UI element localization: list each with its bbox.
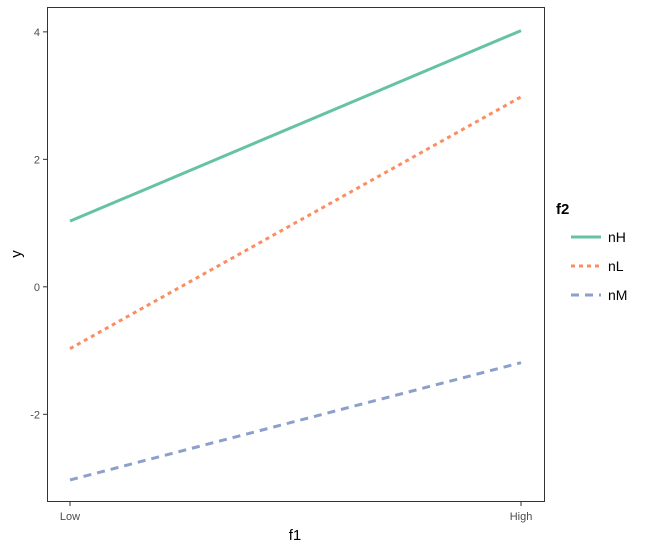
panel-border [47, 7, 545, 502]
y-tick-label: 2 [34, 154, 40, 166]
series-line-nL [69, 95, 522, 350]
legend-label: nL [608, 258, 624, 274]
legend: f2 nH nL nM [556, 201, 627, 303]
x-tick-label: Low [60, 511, 80, 523]
series-line-nM [69, 361, 522, 482]
x-tick-label: High [510, 511, 533, 523]
x-axis-label: f1 [289, 527, 302, 544]
series-line-nH [69, 29, 522, 223]
legend-label: nM [608, 287, 627, 303]
legend-title: f2 [556, 201, 569, 218]
legend-label: nH [608, 229, 626, 245]
y-axis-label: y [8, 250, 25, 258]
y-tick-label: 0 [34, 282, 40, 294]
y-tick-label: 4 [34, 27, 40, 39]
y-tick-label: -2 [30, 409, 40, 421]
